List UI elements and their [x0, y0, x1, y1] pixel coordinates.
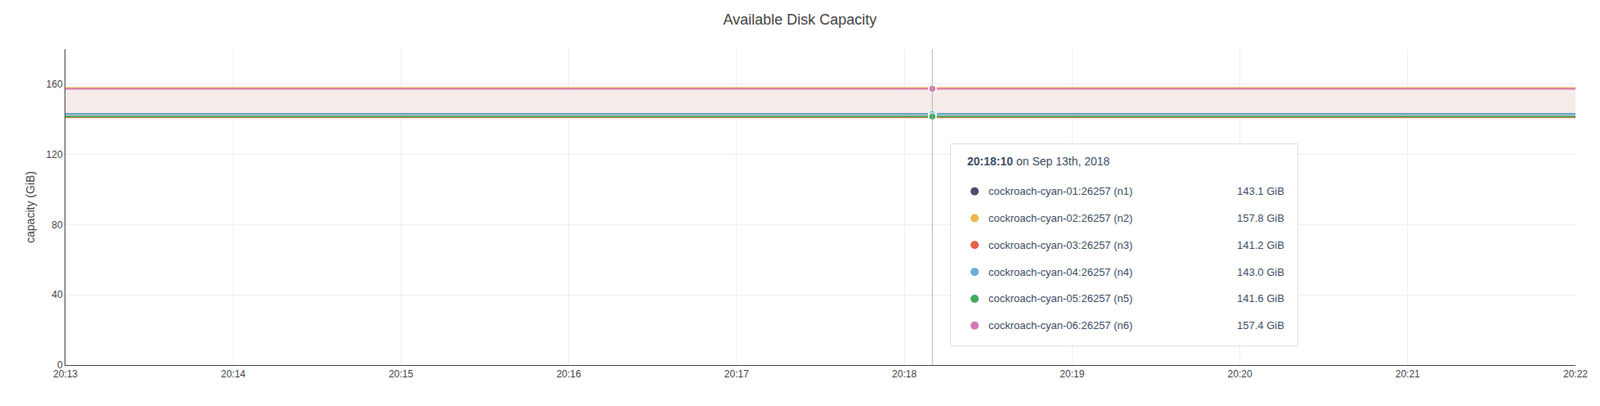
svg-text:141.2 GiB: 141.2 GiB	[1236, 238, 1285, 251]
svg-text:cockroach-cyan-05:26257 (n5): cockroach-cyan-05:26257 (n5)	[988, 291, 1133, 305]
svg-text:143.1 GiB: 143.1 GiB	[1236, 184, 1285, 198]
svg-text:160: 160	[46, 78, 63, 90]
svg-text:80: 80	[51, 219, 63, 231]
svg-text:20:22: 20:22	[1563, 367, 1588, 380]
svg-text:20:17: 20:17	[724, 367, 749, 380]
svg-text:20:18:10 on Sep 13th, 2018: 20:18:10 on Sep 13th, 2018	[967, 154, 1111, 168]
svg-text:40: 40	[51, 288, 63, 301]
svg-text:capacity (GiB): capacity (GiB)	[23, 170, 37, 243]
svg-text:cockroach-cyan-02:26257 (n2): cockroach-cyan-02:26257 (n2)	[988, 211, 1133, 225]
svg-text:cockroach-cyan-03:26257 (n3): cockroach-cyan-03:26257 (n3)	[988, 238, 1133, 251]
svg-text:143.0 GiB: 143.0 GiB	[1236, 265, 1285, 278]
svg-text:cockroach-cyan-01:26257 (n1): cockroach-cyan-01:26257 (n1)	[988, 184, 1133, 198]
svg-text:20:13: 20:13	[53, 367, 78, 380]
svg-text:20:18: 20:18	[891, 367, 917, 380]
svg-text:20:21: 20:21	[1395, 367, 1421, 380]
svg-text:cockroach-cyan-04:26257 (n4): cockroach-cyan-04:26257 (n4)	[988, 265, 1133, 278]
svg-text:20:20: 20:20	[1228, 367, 1253, 380]
svg-text:Available Disk Capacity: Available Disk Capacity	[723, 11, 878, 28]
svg-text:157.8 GiB: 157.8 GiB	[1236, 211, 1285, 225]
svg-text:120: 120	[46, 148, 63, 161]
svg-text:20:15: 20:15	[388, 367, 413, 380]
svg-text:0: 0	[57, 358, 63, 371]
svg-text:20:16: 20:16	[556, 367, 582, 380]
svg-text:20:14: 20:14	[220, 367, 246, 380]
svg-text:20:19: 20:19	[1059, 367, 1085, 380]
svg-text:141.6 GiB: 141.6 GiB	[1236, 291, 1285, 305]
svg-text:cockroach-cyan-06:26257 (n6): cockroach-cyan-06:26257 (n6)	[988, 318, 1133, 332]
svg-text:157.4 GiB: 157.4 GiB	[1236, 318, 1285, 332]
